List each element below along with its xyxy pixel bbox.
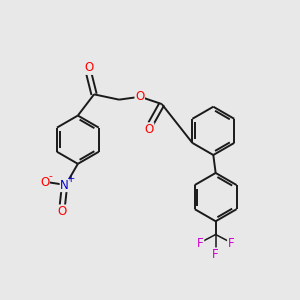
Text: F: F [197, 237, 204, 250]
Text: +: + [67, 174, 75, 184]
Text: O: O [84, 61, 93, 74]
Text: O: O [40, 176, 49, 189]
Text: O: O [145, 123, 154, 136]
Text: F: F [212, 248, 219, 261]
Text: O: O [135, 90, 144, 103]
Text: -: - [49, 172, 53, 182]
Text: N: N [60, 178, 69, 191]
Text: F: F [228, 237, 234, 250]
Text: O: O [58, 205, 67, 218]
